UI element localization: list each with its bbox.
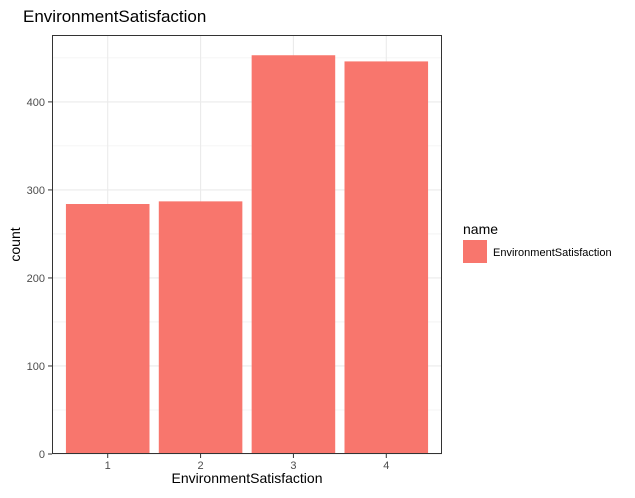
- y-tick-label: 400: [27, 97, 45, 109]
- y-tick-label: 100: [27, 361, 45, 373]
- plot-panel-border: [52, 35, 442, 454]
- legend-key: [463, 240, 487, 263]
- bar: [65, 204, 150, 454]
- y-axis-label: count: [7, 227, 23, 261]
- legend-label: EnvironmentSatisfaction: [493, 247, 612, 259]
- y-axis: 0 100 200 300 400: [27, 97, 52, 461]
- y-tick-label: 200: [27, 273, 45, 285]
- y-tick-label: 300: [27, 185, 45, 197]
- legend-items: EnvironmentSatisfaction: [463, 240, 612, 263]
- x-tick-label: 4: [383, 460, 389, 472]
- x-axis: 1 2 3 4: [105, 454, 389, 472]
- chart-title: EnvironmentSatisfaction: [23, 7, 206, 26]
- bar: [344, 61, 429, 454]
- x-tick-label: 3: [290, 460, 296, 472]
- bar: [251, 55, 336, 455]
- x-axis-label: EnvironmentSatisfaction: [172, 470, 323, 486]
- bar: [158, 201, 243, 454]
- x-tick-label: 2: [198, 460, 204, 472]
- legend: name EnvironmentSatisfaction: [463, 221, 612, 263]
- y-tick-label: 0: [39, 449, 45, 461]
- x-tick-label: 1: [105, 460, 111, 472]
- bars: [65, 55, 429, 455]
- legend-title: name: [463, 221, 498, 237]
